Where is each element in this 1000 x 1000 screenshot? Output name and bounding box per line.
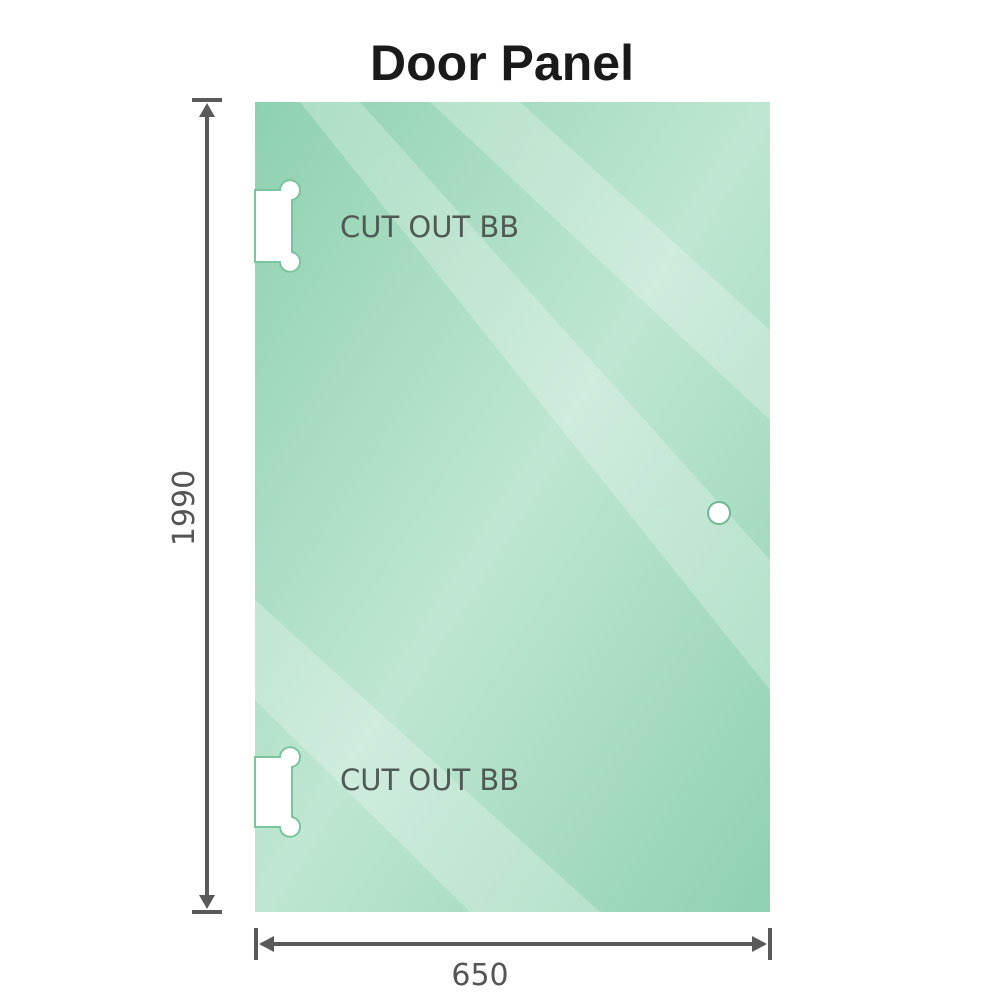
cutout-top	[254, 179, 301, 273]
glass-panel	[254, 102, 770, 912]
cutout-label-top: CUT OUT BB	[340, 210, 519, 244]
height-dimension	[192, 98, 222, 914]
height-label: 1990	[167, 470, 202, 546]
handle-hole	[707, 501, 731, 525]
cutout-bottom	[254, 746, 301, 838]
cutout-label-bottom: CUT OUT BB	[340, 763, 519, 797]
width-dimension	[254, 928, 772, 960]
width-label: 650	[451, 958, 508, 993]
diagram-title: Door Panel	[370, 35, 634, 91]
